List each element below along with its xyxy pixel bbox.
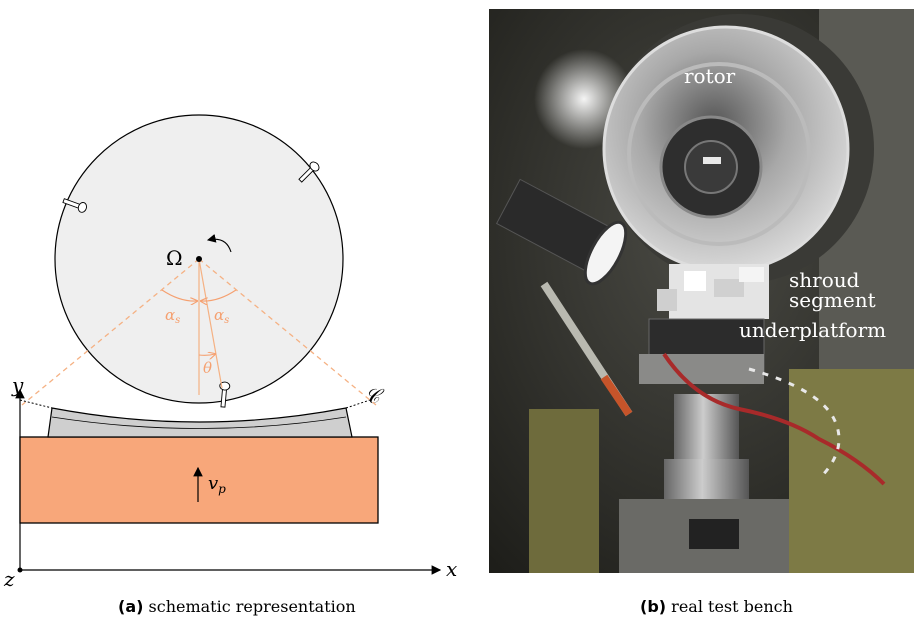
test-bench-photo: rotor shroud segment underplatform xyxy=(489,9,914,573)
alpha-line-right xyxy=(198,258,377,406)
blade-tip-right xyxy=(298,161,320,183)
theta-label: θ xyxy=(203,359,212,377)
caption-b-text: real test bench xyxy=(671,597,793,616)
omega-label: Ω xyxy=(166,246,183,270)
cable-red xyxy=(662,352,886,486)
alpha-arc-right xyxy=(201,289,237,301)
shroud-segment xyxy=(47,407,353,438)
caption-b-tag: (b) xyxy=(640,597,667,616)
clamp-block xyxy=(639,354,764,384)
alpha-left-label: αs xyxy=(165,306,180,326)
cable-white xyxy=(748,367,841,481)
underplatform-label: underplatform xyxy=(739,318,886,342)
axis-x-label: x xyxy=(446,557,457,581)
rotor-core xyxy=(684,140,738,194)
segment-label: segment xyxy=(789,288,876,312)
velocity-label: vp xyxy=(208,473,226,496)
rotor-label: rotor xyxy=(684,64,736,88)
lamp xyxy=(495,178,628,286)
caption-b: (b) real test bench xyxy=(640,597,793,616)
rotor-center xyxy=(196,256,202,262)
curve-ext-right xyxy=(345,399,371,409)
blade-tip-bottom xyxy=(219,381,231,408)
rotation-arrow xyxy=(206,234,232,253)
shroud-segment-obscured xyxy=(657,264,769,319)
moving-platform xyxy=(19,436,379,524)
origin-dot xyxy=(17,567,23,573)
actuator-collar xyxy=(664,459,749,504)
blade-tip-left xyxy=(62,198,87,213)
curve-ext-left xyxy=(19,399,53,409)
caption-a: (a) schematic representation xyxy=(118,597,356,616)
shroud-label: shroud xyxy=(789,268,860,292)
axis-y-label: y xyxy=(11,373,24,397)
axis-z-label: z xyxy=(3,567,15,590)
alpha-arc-left xyxy=(161,289,197,301)
yellow-frame xyxy=(789,369,914,573)
caption-a-tag: (a) xyxy=(118,597,144,616)
theta-line xyxy=(198,258,223,389)
alpha-line-left xyxy=(21,258,200,406)
schematic-figure: y x z vp 𝒞 αs αs θ Ω xyxy=(3,114,457,590)
caption-a-text: schematic representation xyxy=(148,597,356,616)
alpha-right-label: αs xyxy=(214,306,229,326)
yellow-frame-left xyxy=(529,409,599,573)
rotor-ring xyxy=(627,62,811,246)
theta-arc xyxy=(198,354,215,355)
stage-grip xyxy=(689,519,739,549)
sensor-rod-tip xyxy=(600,374,633,417)
rotor-marker xyxy=(703,157,721,164)
shroud-curve xyxy=(51,416,347,429)
